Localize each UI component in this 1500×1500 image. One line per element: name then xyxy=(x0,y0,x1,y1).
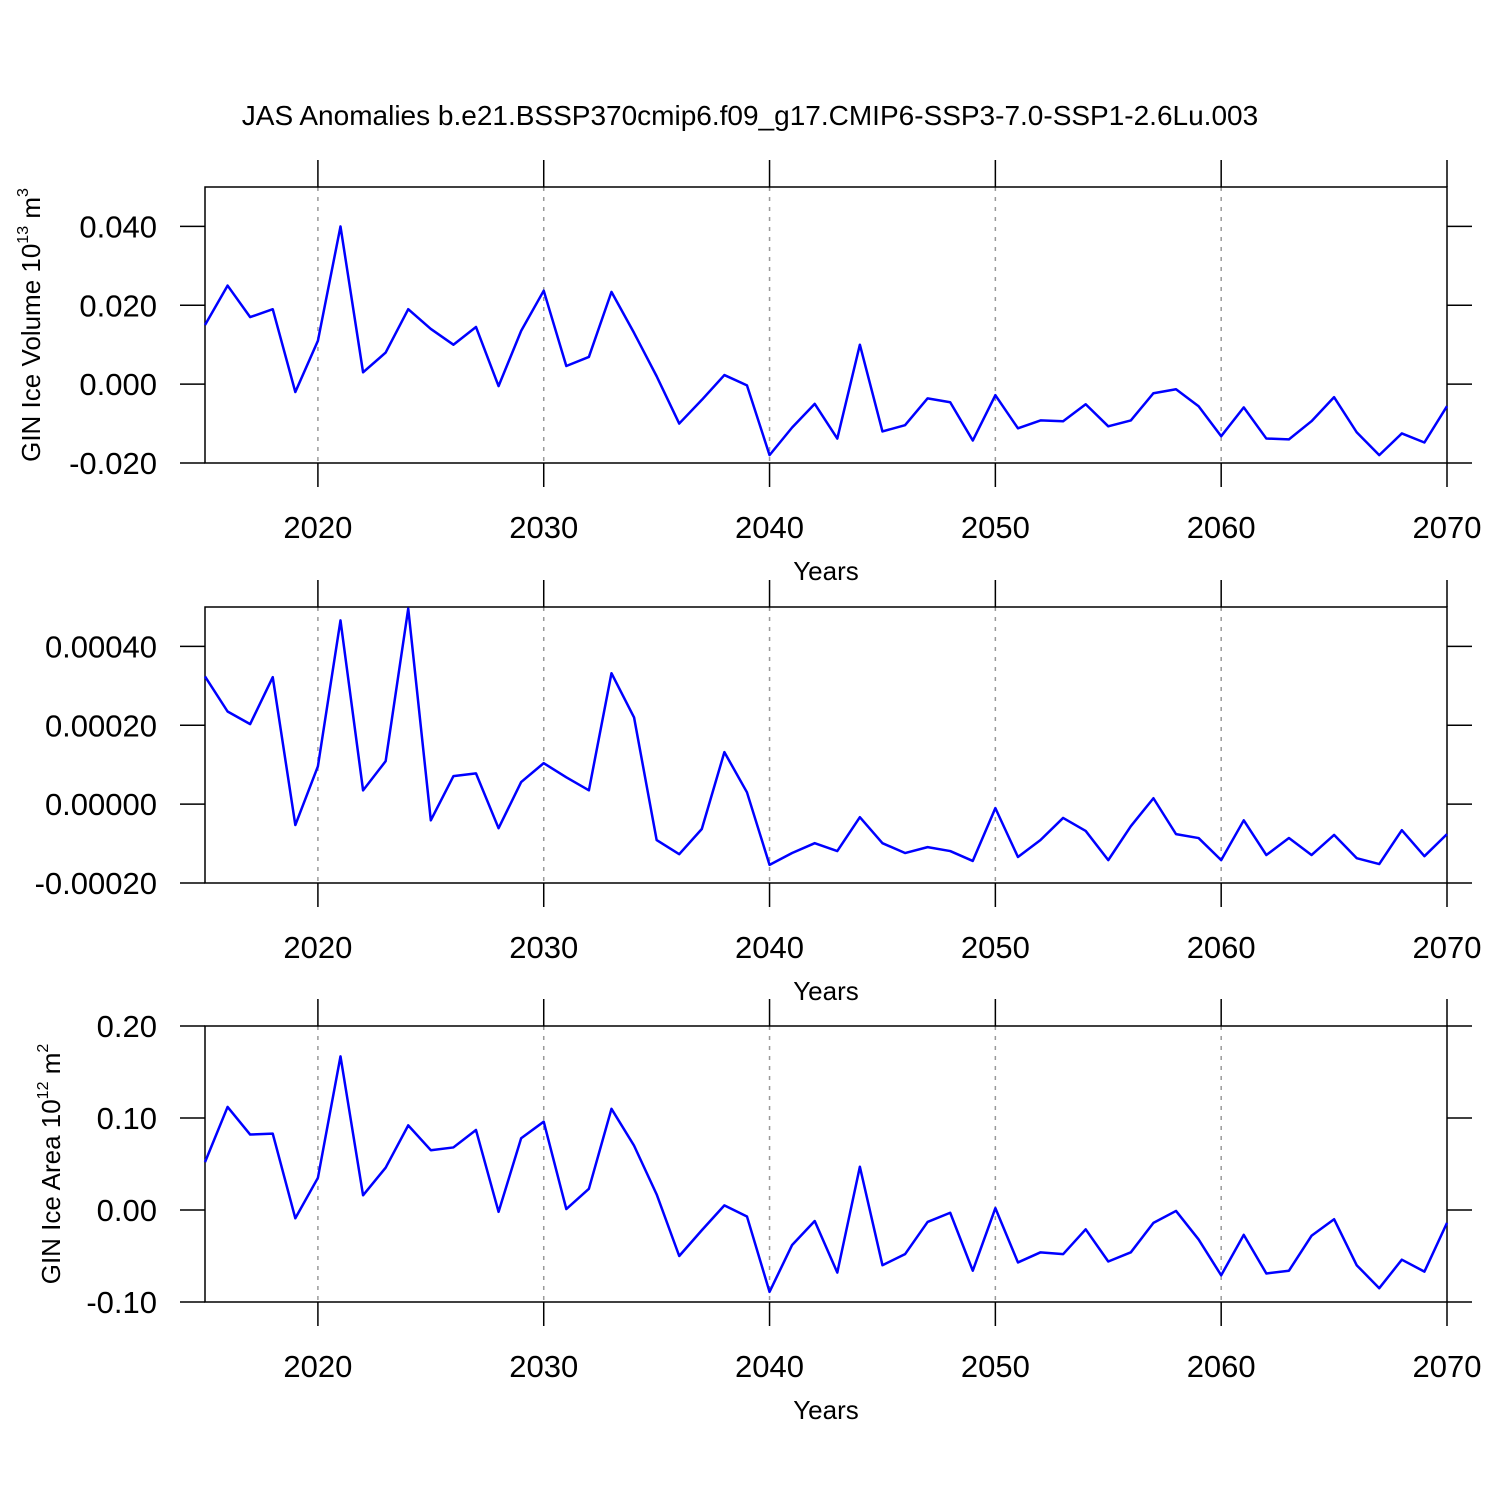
y-axis-label-superscript: 3 xyxy=(15,188,32,197)
x-tick-label: 2020 xyxy=(283,510,352,545)
y-axis-label-part: GIN Ice Volume 10 xyxy=(16,244,46,462)
y-axis-label-part: m xyxy=(0,602,1,631)
y-axis-label-part: GIN Snow Volume 10 xyxy=(0,649,1,898)
x-tick-label: 2060 xyxy=(1187,1349,1256,1384)
chart-title: JAS Anomalies b.e21.BSSP370cmip6.f09_g17… xyxy=(242,100,1258,131)
x-tick-label: 2020 xyxy=(283,1349,352,1384)
y-tick-label: 0.00020 xyxy=(45,708,157,743)
x-tick-label: 2050 xyxy=(961,510,1030,545)
y-tick-label: -0.00020 xyxy=(35,866,157,901)
x-axis-label: Years xyxy=(793,1395,859,1425)
y-tick-label: -0.10 xyxy=(86,1285,157,1320)
x-tick-label: 2050 xyxy=(961,930,1030,965)
x-tick-label: 2020 xyxy=(283,930,352,965)
x-tick-label: 2070 xyxy=(1413,1349,1482,1384)
x-tick-label: 2070 xyxy=(1413,510,1482,545)
y-tick-label: 0.20 xyxy=(97,1009,157,1044)
plot-frame xyxy=(204,606,1448,884)
x-tick-label: 2030 xyxy=(509,1349,578,1384)
y-tick-label: 0.10 xyxy=(97,1101,157,1136)
y-axis-label-superscript: 13 xyxy=(15,226,32,244)
y-tick-label: 0.000 xyxy=(79,367,157,402)
x-tick-label: 2030 xyxy=(509,510,578,545)
y-axis-label-superscript: 12 xyxy=(35,1081,52,1099)
data-line xyxy=(203,1055,1449,1294)
y-tick-label: 0.00000 xyxy=(45,787,157,822)
y-axis-label: GIN Ice Area 1012 m2 xyxy=(35,1044,66,1285)
y-axis-label-superscript: 2 xyxy=(35,1044,52,1053)
x-axis-label: Years xyxy=(793,976,859,1006)
x-tick-label: 2070 xyxy=(1413,930,1482,965)
data-line xyxy=(203,225,1449,457)
y-axis-label-part: m xyxy=(36,1053,66,1082)
x-tick-label: 2060 xyxy=(1187,510,1256,545)
x-tick-label: 2030 xyxy=(509,930,578,965)
y-tick-label: 0.00 xyxy=(97,1193,157,1228)
x-tick-label: 2050 xyxy=(961,1349,1030,1384)
y-tick-label: 0.00040 xyxy=(45,629,157,664)
data-line xyxy=(203,607,1448,867)
y-tick-label: -0.020 xyxy=(69,446,157,481)
x-tick-label: 2040 xyxy=(735,1349,804,1384)
x-tick-label: 2040 xyxy=(735,510,804,545)
y-axis-label-part: m xyxy=(16,197,46,226)
y-axis-label: GIN Ice Volume 1013 m3 xyxy=(15,188,46,462)
y-axis-label-part: GIN Ice Area 10 xyxy=(36,1099,66,1284)
y-axis-label: GIN Snow Volume 1013 m3 xyxy=(0,593,1,897)
y-tick-label: 0.020 xyxy=(79,288,157,323)
x-tick-label: 2060 xyxy=(1187,930,1256,965)
plot-frame xyxy=(204,1025,1448,1303)
x-axis-label: Years xyxy=(793,556,859,586)
x-tick-label: 2040 xyxy=(735,930,804,965)
y-tick-label: 0.040 xyxy=(79,209,157,244)
